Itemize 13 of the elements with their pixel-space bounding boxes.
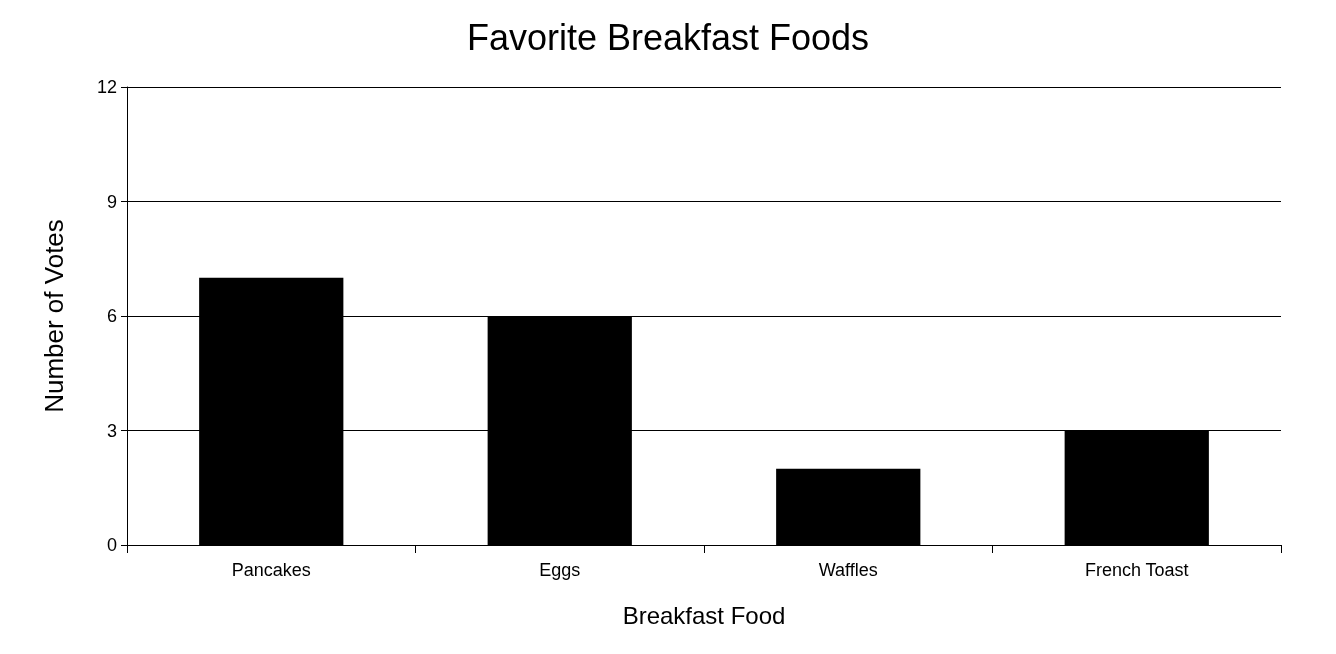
bar [776,468,921,545]
y-tick-label: 0 [106,535,117,555]
y-tick-label: 12 [96,77,117,97]
y-tick-label: 3 [106,420,117,441]
chart-title: Favorite Breakfast Foods [466,16,870,58]
y-tick-label: 6 [106,306,117,326]
x-tick-label: Pancakes [231,560,311,580]
x-axis-title: Breakfast Food [622,601,786,629]
x-tick-label: French Toast [1084,560,1189,580]
y-tick-label: 9 [106,191,117,212]
x-tick-label: Eggs [539,560,581,580]
y-axis-title: Number of Votes [39,219,69,413]
x-tick-label: Waffles [818,560,878,580]
